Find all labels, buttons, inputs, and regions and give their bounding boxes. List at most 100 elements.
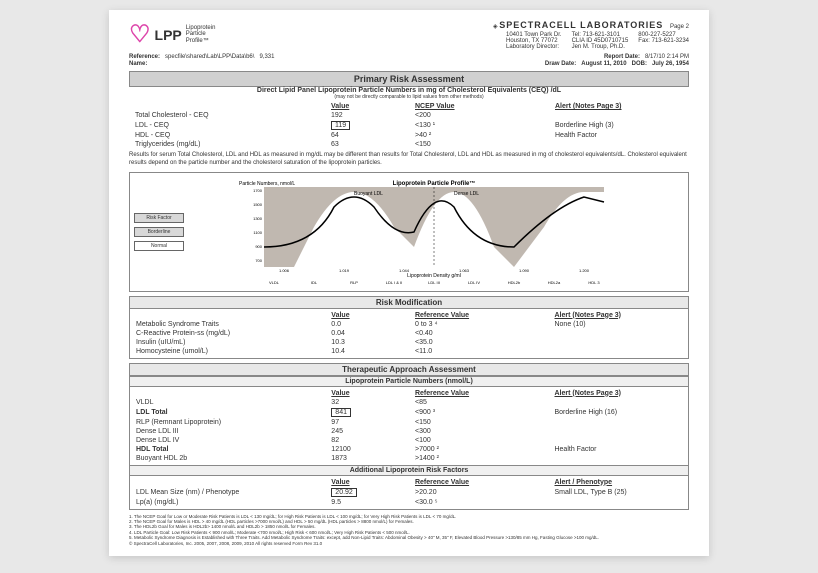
risk-mod-table: Value Reference Value Alert (Notes Page … <box>130 311 688 356</box>
svg-text:1100: 1100 <box>253 230 262 235</box>
logo-sub: Lipoprotein Particle Profile™ <box>186 25 216 45</box>
col-value: Value <box>325 102 409 111</box>
t2-col-alert: Alert / Phenotype <box>548 478 688 487</box>
ref-val: specfile\shared\Lab\LPP\Data\b6\ <box>165 54 254 60</box>
table-row: Buoyant HDL 2b1873>1400 ² <box>130 454 688 463</box>
table-row: HDL Total12100>7000 ²Health Factor <box>130 445 688 454</box>
chart-legend: Risk Factor Borderline Normal <box>134 177 184 287</box>
t2-col-ref: Reference Value <box>409 478 549 487</box>
logo-sub3: Profile™ <box>186 38 216 45</box>
t-col-ref: Reference Value <box>409 389 549 398</box>
ref-num: 9,331 <box>259 54 274 60</box>
dob-val: July 26, 1954 <box>652 61 689 67</box>
t-col-alert: Alert (Notes Page 3) <box>548 389 688 398</box>
logo-sub2: Particle <box>186 31 216 38</box>
diamond-icon: ◈ <box>493 24 498 30</box>
therapeutic-sub1: Lipoprotein Particle Numbers (nmol/L) <box>130 376 688 387</box>
chart-ylabel: Particle Numbers, nmol/L <box>239 181 295 187</box>
logo-sub1: Lipoprotein <box>186 25 216 32</box>
primary-subnote: (may not be directly comparable to lipid… <box>129 94 689 100</box>
table-row: RLP (Remnant Lipoprotein)97<150 <box>130 418 688 427</box>
svg-text:LDL IV: LDL IV <box>468 280 480 285</box>
svg-text:RLP: RLP <box>350 280 358 285</box>
svg-text:900: 900 <box>255 244 262 249</box>
lab-name: SPECTRACELL LABORATORIES <box>499 20 663 30</box>
svg-text:1.019: 1.019 <box>339 268 350 273</box>
table-row: Insulin (uIU/mL)10.3<35.0 <box>130 338 688 347</box>
addr3: Laboratory Director: <box>506 44 562 50</box>
header: ♡ LPP Lipoprotein Particle Profile™ ◈ SP… <box>129 20 689 50</box>
col-ncep: NCEP Value <box>409 102 549 111</box>
fax: Fax: 713-621-3234 <box>638 38 689 44</box>
therapeutic-title: Therapeutic Approach Assessment <box>130 364 688 376</box>
table-row: C-Reactive Protein-ss (mg/dL)0.04<0.40 <box>130 329 688 338</box>
buoyant-label: Buoyant LDL <box>354 191 383 197</box>
chart-xlabel: Lipoprotein Density g/ml <box>407 273 461 279</box>
therapeutic-table1: Value Reference Value Alert (Notes Page … <box>130 389 688 463</box>
table-row: VLDL32<85 <box>130 398 688 407</box>
table-row: Dense LDL III245<300 <box>130 427 688 436</box>
svg-text:IDL: IDL <box>311 280 318 285</box>
t-col-value: Value <box>325 389 409 398</box>
director: Jen M. Troup, Ph.D. <box>572 44 629 50</box>
rm-col-ref: Reference Value <box>409 311 549 320</box>
draw-val: August 11, 2010 <box>581 61 626 67</box>
report-val: 8/17/10 2:14 PM <box>645 54 689 60</box>
rm-col-value: Value <box>325 311 409 320</box>
legend-normal: Normal <box>134 241 184 251</box>
svg-text:1.063: 1.063 <box>459 268 470 273</box>
table-row: Total Cholesterol - CEQ192<200 <box>129 111 689 120</box>
meta-row2: Name: Draw Date: August 11, 2010 DOB: Ju… <box>129 61 689 67</box>
legend-border: Borderline <box>134 227 184 237</box>
logo-area: ♡ LPP Lipoprotein Particle Profile™ <box>129 20 215 49</box>
svg-text:LDL III: LDL III <box>428 280 440 285</box>
svg-text:HDL2b: HDL2b <box>508 280 521 285</box>
ref-label: Reference: <box>129 54 160 60</box>
risk-mod-title: Risk Modification <box>130 297 688 309</box>
svg-text:1700: 1700 <box>253 188 263 193</box>
svg-text:HDL 3: HDL 3 <box>588 280 600 285</box>
svg-text:VLDL: VLDL <box>269 280 280 285</box>
svg-text:1.200: 1.200 <box>579 268 590 273</box>
logo-main: LPP <box>155 27 182 43</box>
dob-label: DOB: <box>632 61 647 67</box>
svg-text:1.006: 1.006 <box>279 268 290 273</box>
table-row: LDL Total841<900 ³Borderline High (16) <box>130 407 688 418</box>
primary-table: Value NCEP Value Alert (Notes Page 3) To… <box>129 102 689 149</box>
t2-col-value: Value <box>325 478 409 487</box>
table-row: Homocysteine (umol/L)10.4<11.0 <box>130 347 688 356</box>
meta-row1: Reference: specfile\shared\Lab\LPP\Data\… <box>129 54 689 60</box>
svg-text:700: 700 <box>255 258 262 263</box>
svg-text:1.090: 1.090 <box>519 268 530 273</box>
table-row: Lp(a) (mg/dL)9.5<30.0 ⁵ <box>130 498 688 507</box>
svg-text:1500: 1500 <box>253 202 263 207</box>
svg-text:HDL2a: HDL2a <box>548 280 561 285</box>
chart-wrap: Risk Factor Borderline Normal Particle N… <box>129 172 689 292</box>
heart-icon: ♡ <box>129 20 151 49</box>
table-row: Dense LDL IV82<100 <box>130 436 688 445</box>
dense-label: Dense LDL <box>454 191 479 197</box>
page-num: Page 2 <box>670 24 689 30</box>
table-row: Metabolic Syndrome Traits0.00 to 3 ⁴None… <box>130 320 688 329</box>
chart-title: Lipoprotein Particle Profile™ <box>393 180 476 187</box>
primary-title: Primary Risk Assessment <box>129 71 689 87</box>
lab-area: ◈ SPECTRACELL LABORATORIES Page 2 10401 … <box>493 20 689 50</box>
table-row: LDL Mean Size (nm) / Phenotype20.92>20.2… <box>130 487 688 498</box>
report-label: Report Date: <box>604 54 640 60</box>
footnotes: 1. The NCEP Goal for Low or Moderate Ris… <box>129 514 689 546</box>
report-page: ♡ LPP Lipoprotein Particle Profile™ ◈ SP… <box>109 10 709 556</box>
legend-risk: Risk Factor <box>134 213 184 223</box>
primary-subtitle: Direct Lipid Panel Lipoprotein Particle … <box>129 87 689 94</box>
therapeutic-table2: Value Reference Value Alert / Phenotype … <box>130 478 688 507</box>
table-row: Triglycerides (mg/dL)63<150 <box>129 140 689 149</box>
chart-svg: Particle Numbers, nmol/L Lipoprotein Par… <box>184 177 684 287</box>
svg-text:1300: 1300 <box>253 216 263 221</box>
name-label: Name: <box>129 61 147 67</box>
therapeutic-sub2: Additional Lipoprotein Risk Factors <box>130 465 688 476</box>
primary-note: Results for serum Total Cholesterol, LDL… <box>129 152 689 168</box>
svg-text:1.044: 1.044 <box>399 268 410 273</box>
table-row: HDL - CEQ64>40 ²Health Factor <box>129 131 689 140</box>
svg-text:LDL I & II: LDL I & II <box>386 280 403 285</box>
therapeutic-section: Therapeutic Approach Assessment Lipoprot… <box>129 363 689 510</box>
rm-col-alert: Alert (Notes Page 3) <box>548 311 688 320</box>
